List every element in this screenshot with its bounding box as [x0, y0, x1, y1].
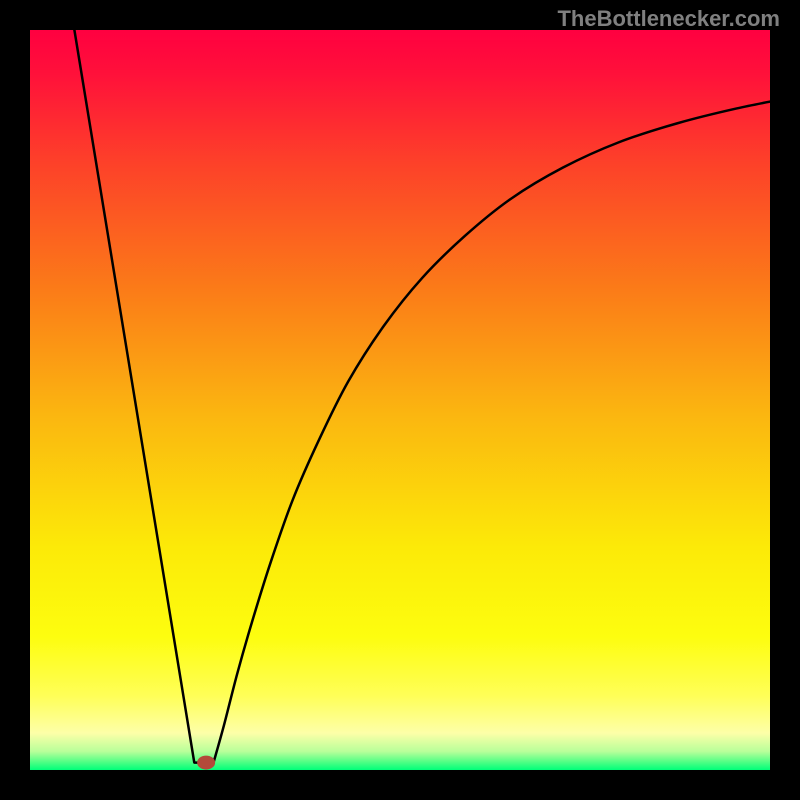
valley-marker — [197, 756, 215, 770]
watermark-text: TheBottlenecker.com — [557, 6, 780, 32]
chart-container: TheBottlenecker.com — [0, 0, 800, 800]
bottleneck-curve — [74, 30, 792, 763]
curve-layer — [0, 0, 800, 800]
